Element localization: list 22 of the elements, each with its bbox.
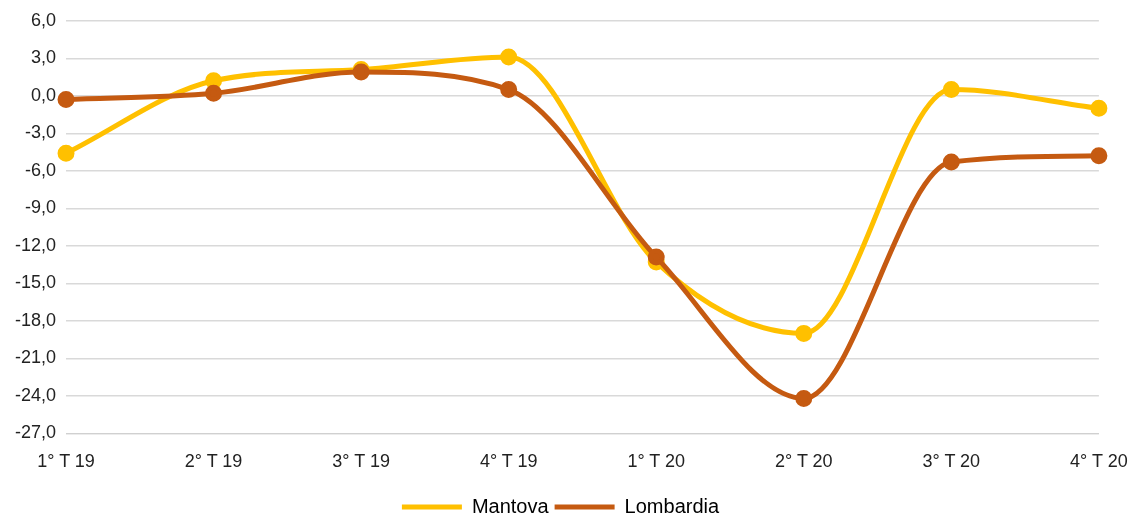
y-tick-label: 0,0 [31,84,57,105]
legend-label: Lombardia [624,494,720,517]
x-tick-label: 4° T 19 [479,451,538,472]
legend-label: Mantova [471,494,550,517]
y-tick-label: 6,0 [31,9,57,30]
y-tick-label: -18,0 [15,309,57,330]
y-tick-label: -15,0 [15,272,57,293]
x-tick-label: 2° T 20 [774,451,833,472]
x-tick-label: 2° T 19 [184,451,243,472]
y-tick-label: -6,0 [25,159,57,180]
x-tick-label: 3° T 19 [332,451,390,472]
y-tick-label: -9,0 [25,197,57,218]
y-tick-label: -21,0 [15,347,57,368]
y-tick-label: -27,0 [15,422,57,443]
y-tick-label: -3,0 [25,122,57,143]
y-tick-label: -24,0 [15,384,57,405]
y-tick-label: -12,0 [15,234,57,255]
x-tick-label: 1° T 19 [37,451,95,472]
y-tick-label: 3,0 [31,47,57,68]
x-tick-label: 1° T 20 [627,451,686,472]
x-tick-label: 3° T 20 [922,451,981,472]
x-tick-label: 4° T 20 [1070,451,1128,472]
